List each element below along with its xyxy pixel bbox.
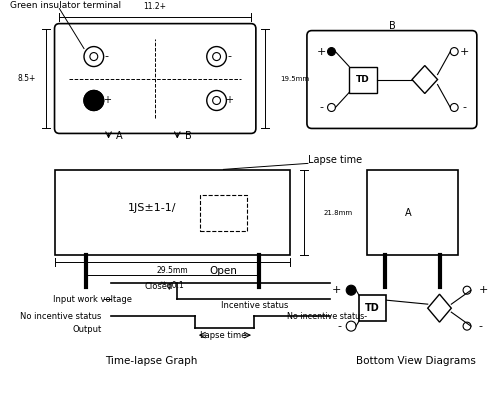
Text: 1JS±1-1/: 1JS±1-1/ <box>128 203 177 213</box>
Text: Lapse time: Lapse time <box>308 155 362 165</box>
Circle shape <box>207 90 226 110</box>
Text: Incentive status: Incentive status <box>221 301 289 310</box>
Bar <box>55 171 290 255</box>
Circle shape <box>463 322 471 330</box>
Circle shape <box>450 47 458 56</box>
Text: **φ0.1: **φ0.1 <box>160 281 185 290</box>
Circle shape <box>213 52 220 61</box>
Circle shape <box>450 104 458 112</box>
Text: B: B <box>185 131 191 141</box>
Circle shape <box>84 90 104 110</box>
Text: -: - <box>105 52 109 62</box>
Text: +: + <box>225 95 233 105</box>
Circle shape <box>346 321 356 331</box>
Text: No incentive status-: No incentive status- <box>287 312 367 320</box>
Text: +: + <box>317 47 327 57</box>
Text: -: - <box>320 102 324 112</box>
Text: 29.5mm: 29.5mm <box>157 266 188 275</box>
Text: Time-lapse Graph: Time-lapse Graph <box>105 356 197 366</box>
Text: -: - <box>227 52 231 62</box>
Text: Open: Open <box>210 266 237 276</box>
Circle shape <box>213 97 220 104</box>
Text: Lapse time: Lapse time <box>200 331 246 339</box>
Circle shape <box>90 97 98 104</box>
Circle shape <box>84 90 104 110</box>
Circle shape <box>207 47 226 66</box>
FancyBboxPatch shape <box>307 31 477 128</box>
Text: Output: Output <box>72 325 102 334</box>
Polygon shape <box>412 66 437 93</box>
Text: B: B <box>388 21 395 31</box>
Text: TD: TD <box>356 75 370 84</box>
Text: No incentive status: No incentive status <box>20 312 102 320</box>
Bar <box>367 171 458 255</box>
Text: Closed: Closed <box>144 282 172 291</box>
Text: A: A <box>405 208 411 218</box>
Text: -: - <box>337 321 341 331</box>
Text: +: + <box>479 285 488 295</box>
Text: TD: TD <box>365 303 380 313</box>
Circle shape <box>327 104 335 112</box>
Text: +: + <box>332 285 341 295</box>
Text: Green insulator terminal: Green insulator terminal <box>10 1 121 10</box>
Text: A: A <box>116 131 123 141</box>
Bar <box>349 66 377 93</box>
Bar <box>359 295 386 321</box>
Text: -: - <box>462 102 466 112</box>
Text: +: + <box>460 47 469 57</box>
Text: Input work voltage: Input work voltage <box>53 295 132 304</box>
Text: 19.5mm: 19.5mm <box>280 76 309 81</box>
Bar <box>200 195 247 231</box>
Circle shape <box>327 47 335 56</box>
Text: Bottom View Diagrams: Bottom View Diagrams <box>356 356 476 366</box>
FancyBboxPatch shape <box>55 24 256 133</box>
Circle shape <box>346 285 356 295</box>
Text: 11.2+: 11.2+ <box>144 2 167 11</box>
Circle shape <box>84 47 104 66</box>
Text: -: - <box>479 321 483 331</box>
Circle shape <box>463 286 471 294</box>
Text: 21.8mm: 21.8mm <box>324 210 353 216</box>
Circle shape <box>90 52 98 61</box>
Polygon shape <box>428 294 451 322</box>
Text: +: + <box>103 95 110 105</box>
Text: 8.5+: 8.5+ <box>18 74 36 83</box>
